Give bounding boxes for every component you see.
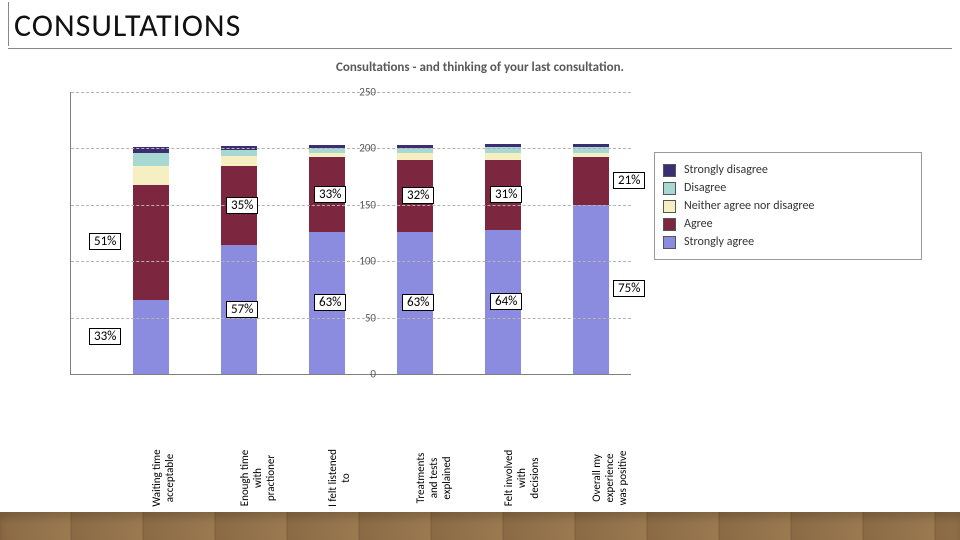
legend-label: Agree (684, 217, 713, 231)
bar-segment-neither (485, 153, 521, 160)
legend-swatch (663, 236, 676, 249)
pct-label: 57% (226, 301, 258, 318)
y-tick-label: 250 (336, 86, 376, 99)
legend-item: Strongly disagree (663, 163, 913, 177)
category-label: Enough time with practioner (238, 448, 277, 508)
legend-label: Strongly agree (684, 235, 754, 249)
category-label: Treatments and tests explained (414, 448, 453, 508)
category-label: Felt involved with decisions (502, 448, 541, 508)
bar-segment-neither (133, 166, 169, 184)
pct-label: 51% (89, 233, 121, 250)
bar-segment-disagree (221, 150, 257, 157)
legend-swatch (663, 218, 676, 231)
legend-item: Strongly agree (663, 235, 913, 249)
bar-segment-agree (133, 185, 169, 300)
pct-label: 75% (613, 280, 645, 297)
legend-label: Neither agree nor disagree (684, 199, 814, 213)
legend-swatch (663, 164, 676, 177)
title-rule (8, 48, 952, 49)
legend-label: Disagree (684, 181, 726, 195)
pct-label: 33% (89, 328, 121, 345)
y-tick-label: 200 (336, 142, 376, 155)
pct-label: 64% (490, 293, 522, 310)
bar-segment-strongly_agree (573, 205, 609, 374)
category-label: Waiting time acceptable (150, 448, 176, 508)
wood-footer (0, 512, 960, 540)
bar-segment-agree (573, 157, 609, 204)
legend-label: Strongly disagree (684, 163, 768, 177)
bar-segment-neither (397, 153, 433, 160)
pct-label: 31% (490, 186, 522, 203)
pct-label: 35% (226, 197, 258, 214)
y-tick-label: 150 (336, 198, 376, 211)
legend-item: Neither agree nor disagree (663, 199, 913, 213)
legend: Strongly disagree Disagree Neither agree n… (654, 152, 922, 260)
slide-title: CONSULTATIONS (14, 6, 241, 45)
legend-item: Disagree (663, 181, 913, 195)
category-label: I felt listened to (326, 448, 352, 508)
pct-label: 32% (402, 187, 434, 204)
bar-segment-strongly_agree (133, 300, 169, 374)
category-label: Overall my experience was positive (590, 448, 629, 508)
pct-label: 63% (402, 294, 434, 311)
chart-title: Consultations - and thinking of your las… (18, 60, 942, 75)
chart-bars (71, 92, 631, 374)
bar-segment-neither (221, 156, 257, 166)
y-tick-label: 0 (336, 368, 376, 381)
bar-segment-strongly_disagree (485, 144, 521, 147)
title-left-rule (8, 2, 9, 46)
pct-label: 21% (613, 172, 645, 189)
slide: CONSULTATIONS Consultations - and thinki… (0, 0, 960, 540)
chart-plot-area: 33%51%57%35%63%33%63%32%64%31%75%21% (70, 92, 631, 375)
y-tick-label: 50 (336, 311, 376, 324)
pct-label: 63% (314, 294, 346, 311)
bar-segment-strongly_disagree (573, 144, 609, 147)
chart-container: Consultations - and thinking of your las… (18, 56, 942, 504)
legend-swatch (663, 182, 676, 195)
bar-segment-disagree (133, 153, 169, 167)
legend-item: Agree (663, 217, 913, 231)
y-tick-label: 100 (336, 255, 376, 268)
bar-segment-neither (573, 153, 609, 158)
legend-swatch (663, 200, 676, 213)
